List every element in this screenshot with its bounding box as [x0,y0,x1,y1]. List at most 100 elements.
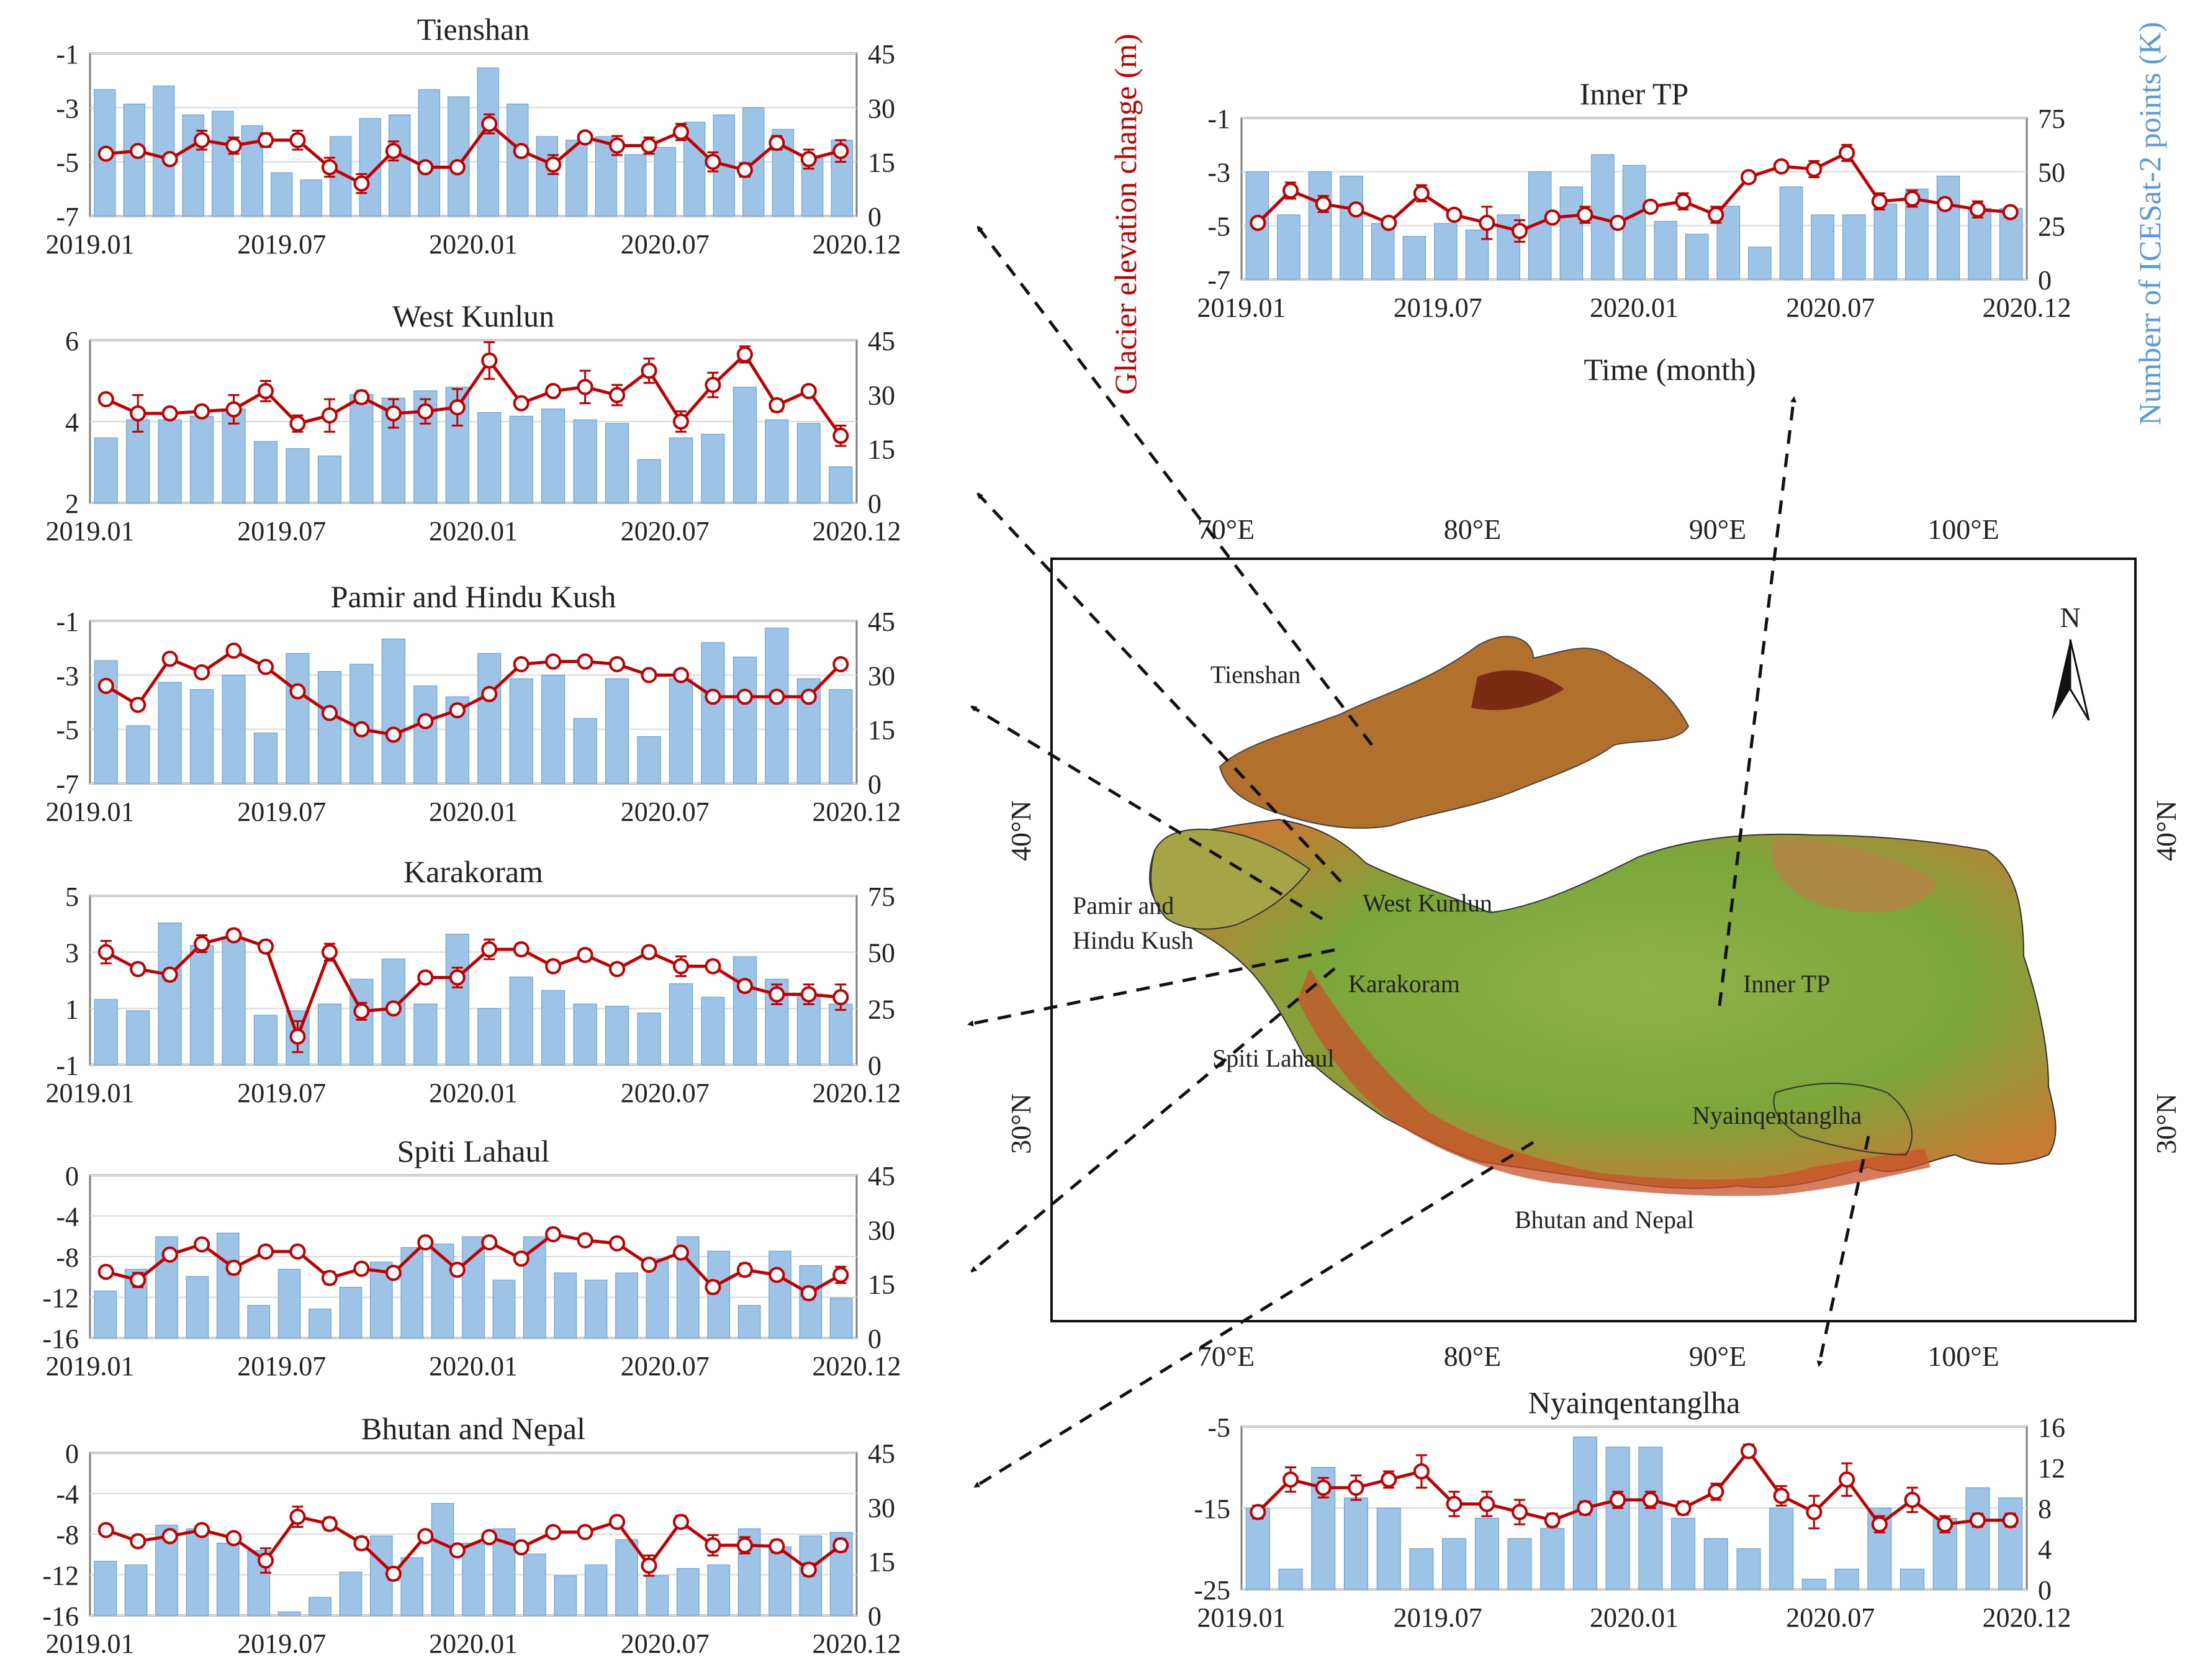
bar [1965,1487,1990,1590]
line-point [321,1515,338,1532]
y2-tick-label: 30 [868,661,895,691]
bar [418,89,440,217]
bar [431,1244,454,1339]
bar [605,1006,629,1065]
label-bhutan-nepal: Bhutan and Nepal [1515,1206,1694,1234]
x-tick-label: 2020.07 [621,229,710,260]
line-point [672,124,689,140]
bar [765,419,789,504]
x-tick-label: 2020.01 [429,229,518,260]
y2-tick-label: 15 [868,148,895,178]
leader-arrows [967,225,1870,1489]
line-point [161,651,178,667]
label-pamir-1: Pamir and [1073,892,1174,919]
x-tick-label: 2020.12 [813,229,901,260]
line-point [1315,1479,1332,1496]
bar [349,978,374,1065]
bar [1434,223,1458,280]
line-point [800,689,817,705]
line-point [449,1542,466,1559]
line-point [1348,201,1364,218]
bar [462,1236,485,1339]
line-point [449,702,466,719]
bar [573,718,597,784]
y2-tick-label: 45 [868,607,895,637]
line-point [641,667,657,684]
bar [830,1298,853,1339]
bar [1376,1507,1401,1590]
line-point [1381,215,1397,231]
x-tick-label: 2019.07 [237,1351,326,1381]
bar [1245,1507,1270,1590]
arrow-spiti [970,967,1336,1273]
chart-title: Tienshan [417,12,530,47]
line-point [736,689,753,705]
y1-tick-label: -16 [42,1324,79,1354]
chart-7: Nyainqentanglha -5 -15 -25 16 12 8 4 0 2019.01 201… [1194,1385,2071,1633]
x-tick-label: 2019.01 [46,229,135,260]
bar [339,1571,363,1616]
y2-tick-label: 75 [2038,104,2065,134]
y1-tick-label: 1 [65,994,79,1024]
line-point [513,656,530,672]
bar [1801,1579,1826,1590]
bar [732,956,757,1065]
x-tick-label: 2020.01 [429,797,518,827]
bar [492,1280,516,1339]
bar [94,1290,117,1339]
bar [1998,1497,2023,1590]
bar [1278,1568,1303,1590]
y1-tick-label: -15 [1194,1494,1230,1524]
line-point [2002,1512,2019,1529]
line-point [289,415,306,432]
bar [1409,1548,1434,1590]
bar [536,136,558,217]
tienshan-terrain [1219,636,1690,829]
lat-right-40: 40°N [2150,800,2182,861]
bar [153,85,175,217]
bar [701,996,725,1065]
bar [247,1305,270,1339]
x-tick-label: 2019.07 [1394,1602,1482,1633]
y2-tick-label: 15 [868,1270,895,1300]
line-point [832,656,849,672]
line-point [321,944,338,960]
line-point [1773,1488,1790,1504]
line-point [449,1262,466,1278]
bar [1371,223,1395,280]
label-inner-tp: Inner TP [1743,970,1830,998]
line-point [97,391,114,407]
line-point [194,664,210,680]
line-point [385,1565,402,1582]
bar [637,459,661,504]
pamir-terrain [1150,828,1311,930]
bar [523,1236,546,1339]
x-tick-label: 2020.01 [429,1628,518,1659]
arrow-west-kunlun [976,492,1342,883]
line-point [161,405,178,422]
line-point [1642,1491,1659,1508]
bar [1277,214,1300,280]
bar [222,938,246,1065]
lat-left-40: 40°N [1005,800,1037,861]
line-point [1250,215,1266,231]
north-label: N [2060,602,2080,633]
bar [389,114,411,217]
line-point [130,960,146,977]
bar [509,415,533,504]
y1-tick-label: 3 [65,938,79,969]
bar [1703,1538,1728,1590]
bar [507,104,529,217]
chart-5: Bhutan and Nepal 0 -4 -8 -12 -16 45 30 15 0 2019.0… [42,1411,901,1659]
y2-tick-label: 0 [868,769,881,800]
bar [566,140,588,217]
bar [339,1286,363,1339]
x-tick-label: 2019.01 [1197,292,1286,323]
bar [217,1543,240,1616]
x-tick-label: 2019.07 [237,1078,326,1108]
bar [158,419,182,504]
y2-tick-label: 45 [868,1438,895,1469]
line-point [97,1522,114,1538]
y1-tick-label: -1 [1207,104,1230,134]
map-panel: 70°E 80°E 90°E 100°E 70°E 80°E 90°E 100°… [1005,513,2182,1372]
